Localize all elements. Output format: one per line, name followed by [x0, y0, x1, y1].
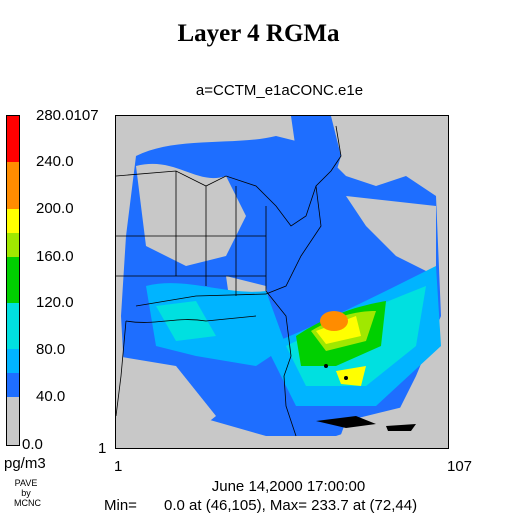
legend-swatch-yellow: [7, 209, 19, 233]
map-borders: [116, 125, 342, 437]
legend-swatch-orange: [7, 162, 19, 209]
legend-tick-label: 80.0: [36, 341, 66, 358]
timestamp: June 14,2000 17:00:00: [211, 478, 366, 495]
legend-tick-label: 280.0107: [36, 107, 99, 124]
color-legend: [6, 115, 20, 446]
credit-line: MCNC: [14, 498, 41, 508]
legend-tick-label: 160.0: [36, 248, 74, 265]
legend-tick-label: 120.0: [36, 294, 74, 311]
map-canvas: [116, 116, 448, 448]
region-gray: [336, 396, 448, 448]
legend-tick-label: 200.0: [36, 200, 74, 217]
map-islands: [316, 364, 416, 431]
region-gray: [136, 163, 246, 266]
region-gray: [116, 356, 216, 448]
legend-swatch-red: [7, 116, 19, 162]
min-max-stats: 0.0 at (46,105), Max= 233.7 at (72,44): [164, 497, 418, 514]
concentration-map: [115, 115, 449, 449]
legend-swatch-blue: [7, 373, 19, 397]
legend-tick-label: 0.0: [22, 436, 43, 453]
credit-line: PAVE: [14, 478, 38, 488]
region-yellow: [336, 366, 366, 386]
legend-swatch-gray: [7, 397, 19, 445]
legend-unit: pg/m3: [4, 455, 46, 472]
legend-swatch-lightblue: [7, 349, 19, 373]
min-label: Min=: [104, 497, 137, 514]
legend-tick-label: 240.0: [36, 153, 74, 170]
region-orange: [320, 311, 348, 331]
legend-swatch-cyan: [7, 303, 19, 349]
legend-swatch-lightgreen: [7, 233, 19, 257]
x-axis-max-label: 107: [447, 458, 473, 475]
credit-text: PAVE by MCNC: [14, 478, 41, 508]
region-gray: [346, 196, 436, 276]
plot-subtitle: a=CCTM_e1aCONC.e1e: [195, 82, 364, 99]
legend-swatch-green: [7, 257, 19, 303]
region-blue: [291, 116, 341, 206]
region-cyan: [156, 301, 216, 341]
x-axis-min-label: 1: [114, 458, 123, 475]
plot-title: Layer 4 RGMa: [177, 20, 340, 47]
y-axis-min-label: 1: [98, 440, 107, 457]
legend-tick-label: 40.0: [36, 388, 66, 405]
credit-line: by: [21, 488, 31, 498]
